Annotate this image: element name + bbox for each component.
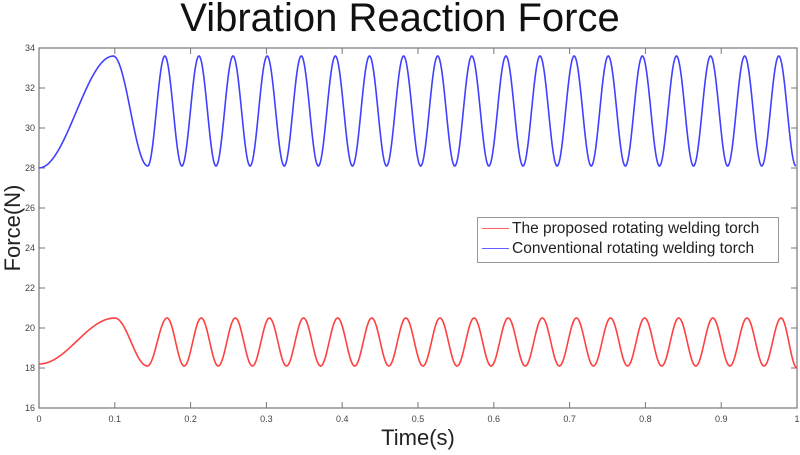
y-tick-label: 22 [25, 283, 35, 293]
legend: The proposed rotating welding torch Conv… [477, 217, 779, 263]
y-axis-label: Force(N) [0, 184, 25, 272]
series-line-proposed [38, 317, 798, 369]
y-tick-label: 20 [25, 323, 35, 333]
x-tick-label: 0.4 [336, 414, 349, 424]
y-tick-label: 26 [25, 203, 35, 213]
legend-item-conventional: Conventional rotating welding torch [478, 240, 754, 260]
x-tick-label: 0.6 [488, 414, 501, 424]
x-tick-label: 0.2 [184, 414, 197, 424]
x-tick-label: 0.8 [639, 414, 652, 424]
legend-swatch-conventional [482, 248, 509, 250]
y-tick-label: 16 [25, 403, 35, 413]
y-tick-label: 28 [25, 163, 35, 173]
x-tick-label: 0.9 [715, 414, 728, 424]
x-tick-label: 0.7 [563, 414, 576, 424]
x-axis-label: Time(s) [381, 425, 455, 450]
x-tick-label: 0.3 [260, 414, 273, 424]
x-tick-label: 1 [794, 414, 799, 424]
legend-label-proposed: The proposed rotating welding torch [512, 220, 760, 237]
legend-swatch-proposed [482, 228, 509, 230]
y-tick-label: 24 [25, 243, 35, 253]
x-tick-label: 0 [36, 414, 41, 424]
y-tick-label: 32 [25, 83, 35, 93]
legend-label-conventional: Conventional rotating welding torch [512, 240, 755, 257]
y-tick-label: 18 [25, 363, 35, 373]
series-line-conventional [38, 55, 797, 169]
chart-title: Vibration Reaction Force [180, 0, 620, 40]
x-tick-label: 0.1 [109, 414, 122, 424]
legend-item-proposed: The proposed rotating welding torch [478, 220, 759, 240]
y-tick-label: 34 [25, 43, 35, 53]
x-tick-label: 0.5 [412, 414, 425, 424]
y-tick-label: 30 [25, 123, 35, 133]
